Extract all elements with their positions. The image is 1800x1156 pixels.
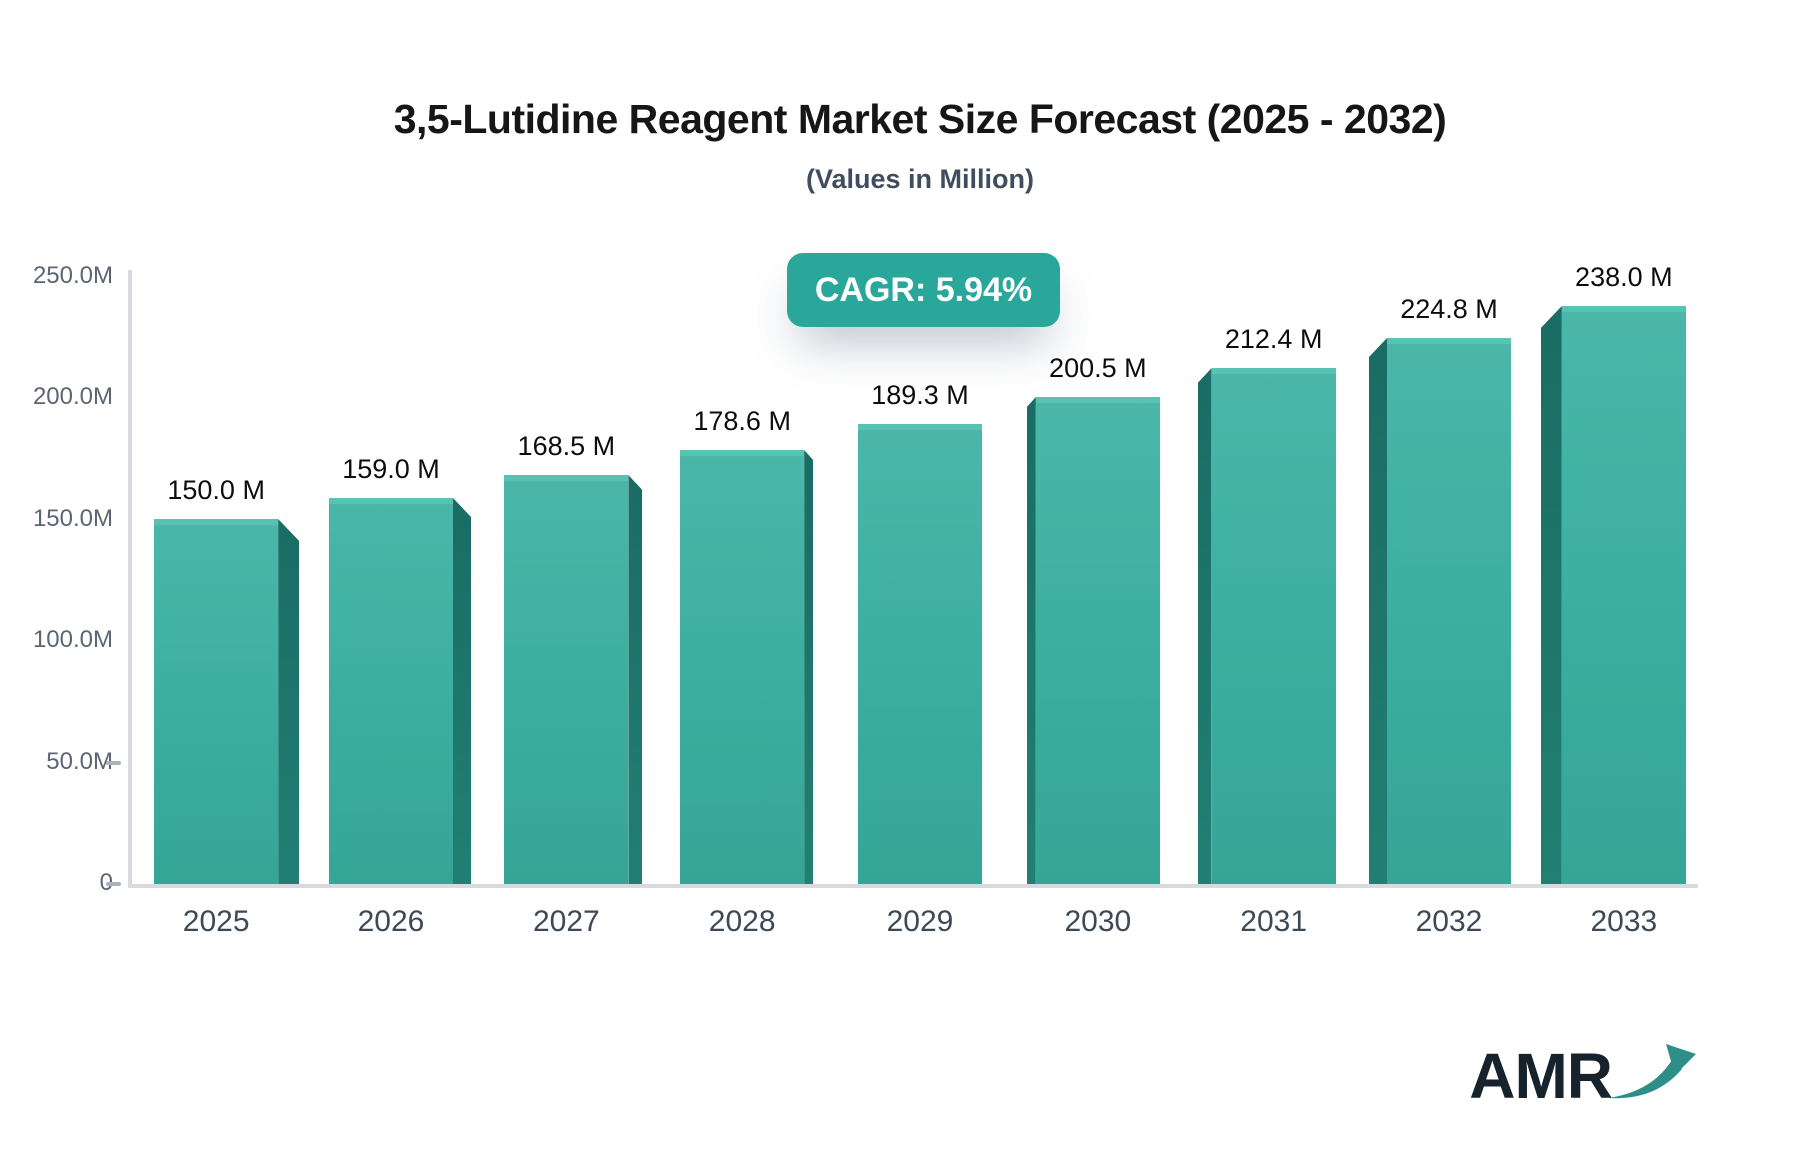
bar-value-label: 150.0 M [167,475,265,505]
x-axis-label: 2032 [1415,905,1483,938]
bar-front-face [504,475,629,884]
trend-up-arrow-icon [1608,1044,1696,1099]
bar-value-label: 238.0 M [1575,262,1673,292]
bar-value-label: 200.5 M [1049,353,1147,383]
x-axis-label: 2029 [886,905,954,938]
bar-side-face [1540,306,1562,884]
x-axis-label: 2025 [182,905,250,938]
x-axis-label: 2033 [1590,905,1658,938]
bar-top-highlight [858,424,982,430]
cagr-badge: CAGR: 5.94% [787,253,1060,327]
bar-top-highlight [1561,306,1686,312]
y-axis-tick-label: 200.0M [32,383,113,410]
bar-top-highlight [504,475,629,481]
y-axis-tick-label: 150.0M [32,504,113,532]
y-axis-tick-label: 0 [0,869,113,897]
bar-side-face [1026,397,1036,884]
bar-top-highlight [1035,397,1160,403]
chart-subtitle: (Values in Million) [805,164,1035,194]
bar-top-highlight [1387,338,1511,344]
x-axis-line [128,884,1698,888]
bar-side-face [278,519,300,884]
chart-title: 3,5-Lutidine Reagent Market Size Forecas… [393,96,1447,142]
bar-top-highlight [329,498,453,504]
x-axis-label: 2030 [1064,905,1132,938]
bar-top-highlight [154,519,279,525]
y-axis-line [128,270,132,888]
bar-value-label: 189.3 M [871,380,969,410]
bar-value-label: 212.4 M [1224,324,1323,354]
x-axis-label: 2026 [357,905,425,938]
amr-logo: AMR [1469,1042,1698,1108]
bar-front-face [1561,306,1686,884]
bar-value-label: 224.8 M [1400,294,1498,324]
x-axis-label: 2031 [1240,905,1308,938]
bar-side-face [628,475,643,884]
y-axis-tick-label: 50.0M [46,747,113,775]
y-axis-tick-mark [106,760,121,765]
logo-text: AMR [1469,1040,1613,1112]
bar-value-label: 178.6 M [693,406,791,436]
bar-side-face [1369,338,1387,884]
x-axis-label: 2028 [708,905,776,938]
x-axis-label: 2027 [532,905,600,938]
bar-value-label: 168.5 M [517,431,616,461]
bar-front-face [1035,397,1160,884]
bar-front-face [154,519,279,884]
y-axis-tick-label: 250.0M [32,261,113,289]
bar-top-highlight [1211,368,1336,374]
bar-front-face [1387,338,1511,884]
bar-front-face [1211,368,1336,884]
y-axis-tick-label: 100.0M [32,626,113,653]
y-axis-tick-mark [106,882,121,886]
bar-front-face [680,450,805,884]
bar-side-face [453,498,471,884]
bar-side-face [804,450,814,884]
bar-front-face [858,424,982,884]
bar-value-label: 159.0 M [342,454,440,484]
bar-side-face [1197,368,1212,884]
bar-front-face [329,498,453,884]
bar-top-highlight [680,450,805,456]
